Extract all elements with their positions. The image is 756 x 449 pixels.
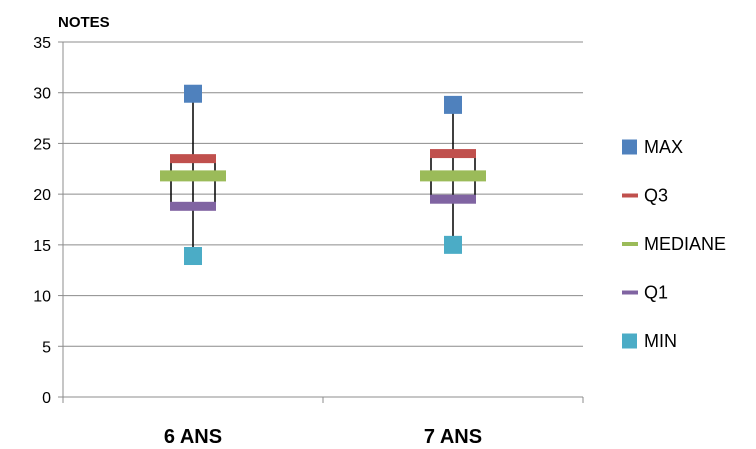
x-axis-categories: 6 ANS 7 ANS [164,426,482,448]
y-tick-label: 15 [33,238,51,255]
point-max [444,95,462,114]
legend-item-max: MAX [622,137,683,157]
legend: MAX Q3 MEDIANE Q1 MIN [622,137,726,351]
legend-label: MAX [644,137,683,157]
y-tick-label: 5 [42,339,51,356]
data-marks [160,84,486,266]
legend-swatch [622,139,637,155]
legend-label: Q3 [644,186,668,206]
dash-mediane [160,170,226,182]
dash-q1 [170,201,216,211]
legend-swatch [622,193,638,198]
dash-q1 [430,194,476,204]
legend-swatch [622,290,638,295]
y-tick-label: 25 [33,136,51,153]
legend-swatch [622,333,637,349]
y-tick-label: 20 [33,187,51,204]
legend-label: Q1 [644,283,668,303]
dash-mediane [420,170,486,182]
legend-label: MEDIANE [644,234,726,254]
legend-item-q1: Q1 [622,283,668,303]
legend-item-min: MIN [622,331,677,351]
y-tick-label: 10 [33,289,51,306]
x-category-label: 7 ANS [424,426,482,448]
legend-item-q3: Q3 [622,186,668,206]
y-axis-title: NOTES [58,14,110,31]
point-min [184,247,202,266]
y-tick-label: 35 [33,35,51,52]
legend-item-mediane: MEDIANE [622,234,726,254]
y-tick-label: 30 [33,86,51,103]
dash-q3 [170,154,216,164]
x-category-label: 6 ANS [164,426,222,448]
legend-swatch [622,242,638,246]
point-min [444,235,462,254]
y-tick-label: 0 [42,390,51,407]
y-axis-ticks: 0 5 10 15 20 25 30 35 [33,35,63,407]
dash-q3 [430,149,476,159]
legend-label: MIN [644,331,677,351]
point-max [184,84,202,103]
axes [62,42,584,403]
gridlines [63,41,583,347]
